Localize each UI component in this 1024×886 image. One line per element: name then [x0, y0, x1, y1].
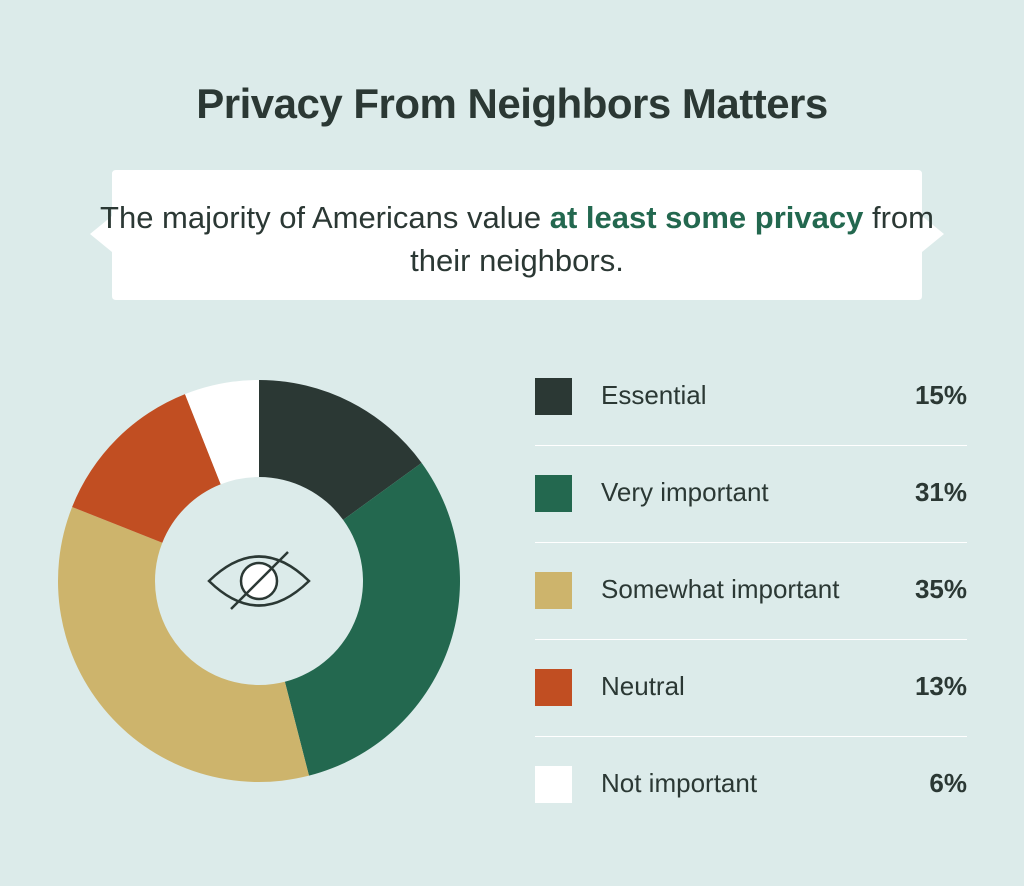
legend-item: Somewhat important 35%: [535, 566, 967, 663]
legend-swatch: [535, 572, 572, 609]
eye-slash-icon: [207, 551, 311, 610]
callout-text-end: from their neighbors.: [410, 200, 934, 278]
donut-slice-very-important: [284, 462, 460, 776]
legend-value: 6%: [929, 768, 967, 798]
donut-slice-neutral: [72, 394, 221, 543]
chart-title: Privacy From Neighbors Matters: [196, 80, 828, 127]
legend-divider: [535, 445, 967, 446]
legend-divider: [535, 542, 967, 543]
legend-label: Very important: [601, 477, 769, 507]
callout-shape: [90, 170, 944, 300]
legend-swatch: [535, 378, 572, 415]
callout-text: The majority of Americans value at least…: [88, 196, 946, 282]
legend-label: Essential: [601, 380, 707, 410]
legend-swatch: [535, 669, 572, 706]
legend-divider: [535, 736, 967, 737]
legend-item: Essential 15%: [535, 372, 967, 469]
donut-slice-not-important: [185, 380, 259, 485]
legend-item: Neutral 13%: [535, 663, 967, 760]
legend-divider: [535, 639, 967, 640]
donut-slice-somewhat-important: [57, 507, 309, 782]
donut-slice-essential: [259, 380, 422, 520]
legend-value: 15%: [914, 380, 967, 410]
legend-swatch: [535, 475, 572, 512]
legend-label: Neutral: [601, 671, 685, 701]
callout-text-bold: at least some privacy: [549, 200, 864, 235]
legend-label: Not important: [601, 768, 758, 798]
legend-item: Not important 6%: [535, 760, 967, 857]
legend-label: Somewhat important: [601, 574, 840, 604]
legend-value: 31%: [914, 477, 967, 507]
legend-swatch: [535, 766, 572, 803]
legend-value: 35%: [914, 574, 967, 604]
legend-value: 13%: [914, 671, 967, 701]
callout-box: The majority of Americans value at least…: [88, 170, 946, 300]
callout-text-regular: The majority of Americans value: [100, 200, 550, 235]
donut-chart: [57, 380, 460, 782]
legend: Essential 15% Very important 31% Somewhat im…: [535, 372, 967, 857]
legend-item: Very important 31%: [535, 469, 967, 566]
